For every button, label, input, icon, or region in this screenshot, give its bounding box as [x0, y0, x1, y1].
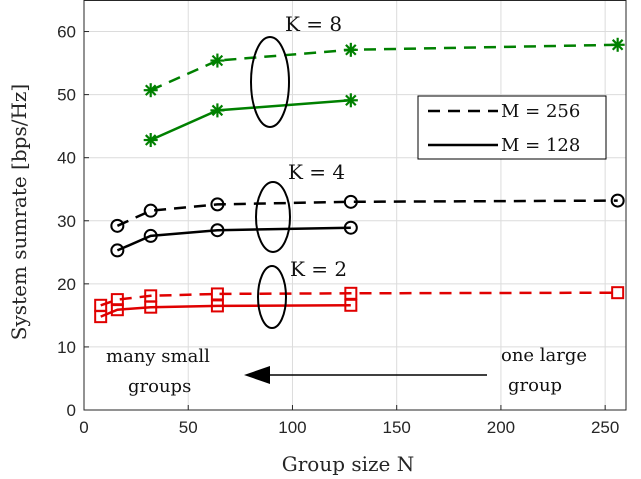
data-point: [343, 42, 358, 57]
data-point: [94, 310, 108, 324]
x-tick-label: 250: [591, 418, 619, 437]
one-group-line1: one large: [501, 345, 587, 366]
data-point: [210, 223, 225, 238]
series-4: [94, 286, 625, 312]
k8-ellipse: [250, 36, 290, 128]
series-line: [116, 226, 351, 252]
grid: [83, 0, 626, 411]
legend: M = 256 M = 128: [417, 95, 607, 160]
x-axis-label: Group size N: [282, 452, 415, 476]
k8-label: K = 8: [285, 12, 342, 36]
series-line: [150, 43, 618, 92]
x-tick-label: 200: [487, 418, 515, 437]
data-point: [343, 93, 358, 108]
series-line: [100, 291, 618, 307]
data-point: [110, 243, 125, 258]
series-1: [143, 93, 358, 148]
legend-label-m256: M = 256: [501, 101, 580, 122]
data-point: [610, 37, 625, 52]
data-point: [610, 193, 625, 208]
data-point: [210, 53, 225, 68]
y-tick-label: 40: [57, 149, 76, 168]
y-tick-label: 20: [57, 275, 76, 294]
y-tick-label: 10: [57, 338, 76, 357]
k4-label: K = 4: [288, 160, 345, 184]
series-3: [110, 220, 358, 258]
data-point: [143, 83, 158, 98]
data-point: [344, 298, 358, 312]
data-point: [143, 228, 158, 243]
data-point: [210, 103, 225, 118]
k2-label: K = 2: [290, 257, 347, 281]
one-group-line2: group: [508, 375, 562, 396]
x-tick-label: 0: [79, 418, 88, 437]
data-point: [343, 194, 358, 209]
data-point: [210, 299, 224, 313]
series-5: [94, 298, 358, 324]
arrow: [244, 366, 487, 384]
k2-ellipse: [257, 265, 287, 329]
series-group: [94, 37, 625, 324]
data-point: [343, 220, 358, 235]
series-2: [110, 193, 625, 233]
series-line: [116, 199, 618, 227]
x-tick-label: 100: [278, 418, 306, 437]
y-tick-label: 60: [57, 23, 76, 42]
data-point: [110, 303, 124, 317]
series-0: [143, 37, 625, 98]
legend-label-m128: M = 128: [501, 135, 580, 156]
data-point: [143, 203, 158, 218]
data-point: [210, 197, 225, 212]
data-point: [611, 286, 625, 300]
plot-area: [83, 0, 627, 411]
axis-ticks: 0 50 100 150 200 250 0 10 20 30 40 50 60: [57, 23, 619, 437]
y-axis-label: System sumrate [bps/Hz]: [7, 84, 31, 340]
legend-box: [417, 95, 607, 160]
y-tick-label: 0: [67, 401, 76, 420]
y-tick-label: 50: [57, 86, 76, 105]
data-point: [144, 300, 158, 314]
x-tick-label: 150: [383, 418, 411, 437]
many-groups-line2: groups: [128, 376, 191, 397]
data-point: [143, 133, 158, 148]
y-tick-label: 30: [57, 212, 76, 231]
data-point: [110, 218, 125, 233]
many-groups-line1: many small: [106, 346, 210, 367]
k4-ellipse: [255, 181, 291, 253]
x-tick-label: 50: [179, 418, 198, 437]
